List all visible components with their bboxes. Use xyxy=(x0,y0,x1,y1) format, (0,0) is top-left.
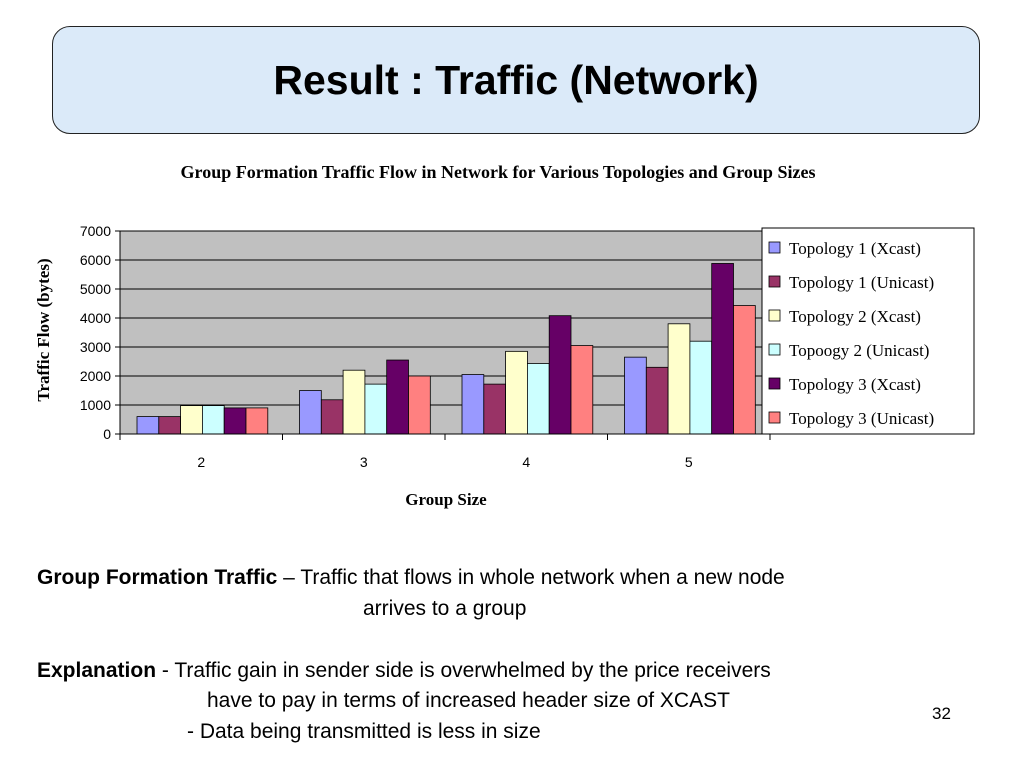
explanation-text: - Traffic gain in sender side is overwhe… xyxy=(156,659,771,682)
x-axis-title: Group Size xyxy=(405,490,487,509)
x-tick-label: 4 xyxy=(522,454,530,470)
bar xyxy=(711,263,734,435)
bar xyxy=(624,356,647,435)
y-tick-label: 7000 xyxy=(80,223,111,239)
legend-label: Topology 1 (Unicast) xyxy=(789,273,934,292)
bar xyxy=(320,399,344,435)
x-tick-label: 2 xyxy=(197,454,205,470)
bar xyxy=(689,340,713,435)
legend-box xyxy=(761,227,975,435)
definition-line-1: Group Formation Traffic – Traffic that f… xyxy=(37,567,785,588)
bar xyxy=(645,366,669,435)
title-box: Result : Traffic (Network) xyxy=(52,26,980,134)
explanation-line-2: have to pay in terms of increased header… xyxy=(207,689,730,712)
chart-title: Group Formation Traffic Flow in Network … xyxy=(181,162,816,182)
bar xyxy=(483,383,506,435)
legend-label: Topology 1 (Xcast) xyxy=(789,239,921,258)
bar xyxy=(201,405,225,435)
y-tick-label: 2000 xyxy=(80,368,111,384)
bar xyxy=(158,416,182,435)
y-tick-label: 1000 xyxy=(80,397,111,413)
bar xyxy=(180,405,203,435)
bar xyxy=(364,383,388,435)
y-tick-label: 3000 xyxy=(80,339,111,355)
page-number: 32 xyxy=(932,704,951,723)
y-tick-label: 4000 xyxy=(80,310,111,326)
y-axis-title: Traffic Flow (bytes) xyxy=(34,258,53,401)
x-tick-label: 3 xyxy=(360,454,368,470)
legend-swatch xyxy=(768,343,781,356)
legend-label: Topology 2 (Xcast) xyxy=(789,307,921,326)
bar xyxy=(667,323,691,435)
bar xyxy=(570,345,594,435)
x-ticks: 2 3 4 5 xyxy=(119,434,771,470)
definition-term: Group Formation Traffic xyxy=(37,566,278,589)
slide-title: Result : Traffic (Network) xyxy=(273,56,759,103)
bar xyxy=(342,369,366,435)
legend-swatch xyxy=(768,411,781,424)
bar xyxy=(461,374,485,435)
legend-swatch xyxy=(768,275,781,288)
legend-label: Topology 3 (Xcast) xyxy=(789,375,921,394)
legend-swatch xyxy=(768,309,781,322)
bar xyxy=(408,375,431,435)
legend-swatch xyxy=(768,377,781,390)
y-tick-label: 5000 xyxy=(80,281,111,297)
bar xyxy=(733,305,756,435)
definition-line-2: arrives to a group xyxy=(363,597,527,620)
definition-text: – Traffic that flows in whole network wh… xyxy=(277,566,785,589)
x-tick-label: 5 xyxy=(685,454,693,470)
legend: Topology 1 (Xcast) Topology 1 (Unicast) To… xyxy=(761,227,975,435)
bar xyxy=(505,350,528,435)
y-tick-label: 0 xyxy=(103,426,111,442)
explanation-term: Explanation xyxy=(37,659,157,682)
bar xyxy=(245,407,269,435)
bar xyxy=(299,390,322,435)
legend-label: Topoogy 2 (Unicast) xyxy=(789,341,929,360)
y-ticks: 0 1000 2000 3000 4000 5000 6000 7000 xyxy=(80,223,120,442)
legend-label: Topology 3 (Unicast) xyxy=(789,409,934,428)
bar xyxy=(548,315,572,435)
explanation-line-1: Explanation - Traffic gain in sender sid… xyxy=(37,660,771,681)
explanation-line-3: - Data being transmitted is less in size xyxy=(187,720,541,743)
legend-swatch xyxy=(768,241,781,254)
bar xyxy=(527,363,550,435)
bar xyxy=(386,359,409,435)
bar xyxy=(223,407,247,435)
bar xyxy=(136,416,160,435)
bars xyxy=(136,263,756,435)
y-tick-label: 6000 xyxy=(80,252,111,268)
